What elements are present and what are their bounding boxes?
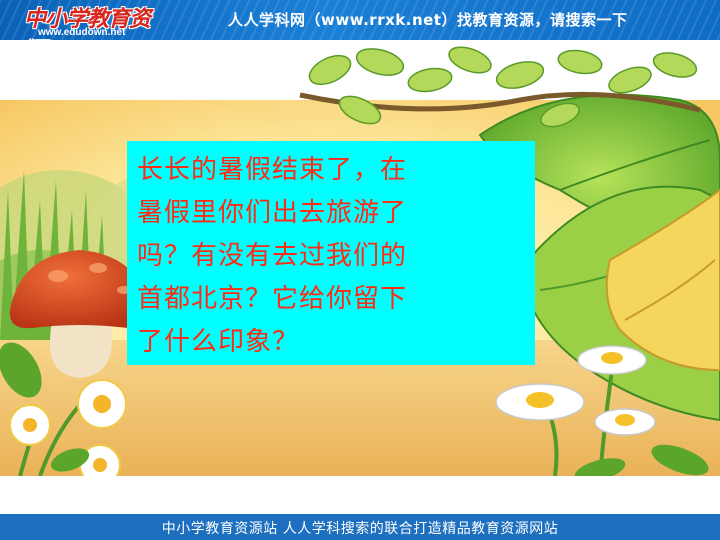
leaf-illustration: [478, 93, 720, 422]
footer-text[interactable]: 中小学教育资源站 人人学科搜索的联合打造精品教育资源网站: [161, 521, 559, 537]
logo-url: www.edudown.net: [38, 27, 126, 38]
slide-background: [0, 40, 720, 476]
site-logo[interactable]: 中小学教育资源 www.edudown.net: [2, 0, 162, 40]
scene-illustration: [0, 46, 720, 476]
slide-text-box[interactable]: 长长的暑假结束了，在 暑假里你们出去旅游了 吗？有没有去过我们的 首都北京？它给…: [127, 141, 535, 365]
slide-text-line-3: 吗？有没有去过我们的: [137, 241, 408, 271]
branch-illustration: [299, 46, 701, 128]
header-stripes: [0, 0, 720, 40]
daisy-flower-illustration-left: [0, 342, 127, 476]
slide-text-line-1: 长长的暑假结束了，在: [137, 155, 408, 185]
slide-text-line-2: 暑假里你们出去旅游了: [137, 198, 408, 228]
logo-text: 中小学教育资源: [24, 6, 151, 40]
mushroom-illustration: [9, 250, 152, 378]
slide-text-line-5: 了什么印象？: [137, 327, 300, 357]
slide-text-line-4: 首都北京？它给你留下: [137, 284, 408, 314]
footer-banner: 中小学教育资源站 人人学科搜索的联合打造精品教育资源网站: [0, 514, 720, 540]
banner-text: 人人学科网（www.rrxk.net）找教育资源，请搜索一下: [228, 11, 628, 29]
daisy-flower-illustration-right: [495, 345, 709, 476]
header-banner: 中小学教育资源 www.edudown.net 人人学科网（www.rrxk.n…: [0, 0, 720, 40]
